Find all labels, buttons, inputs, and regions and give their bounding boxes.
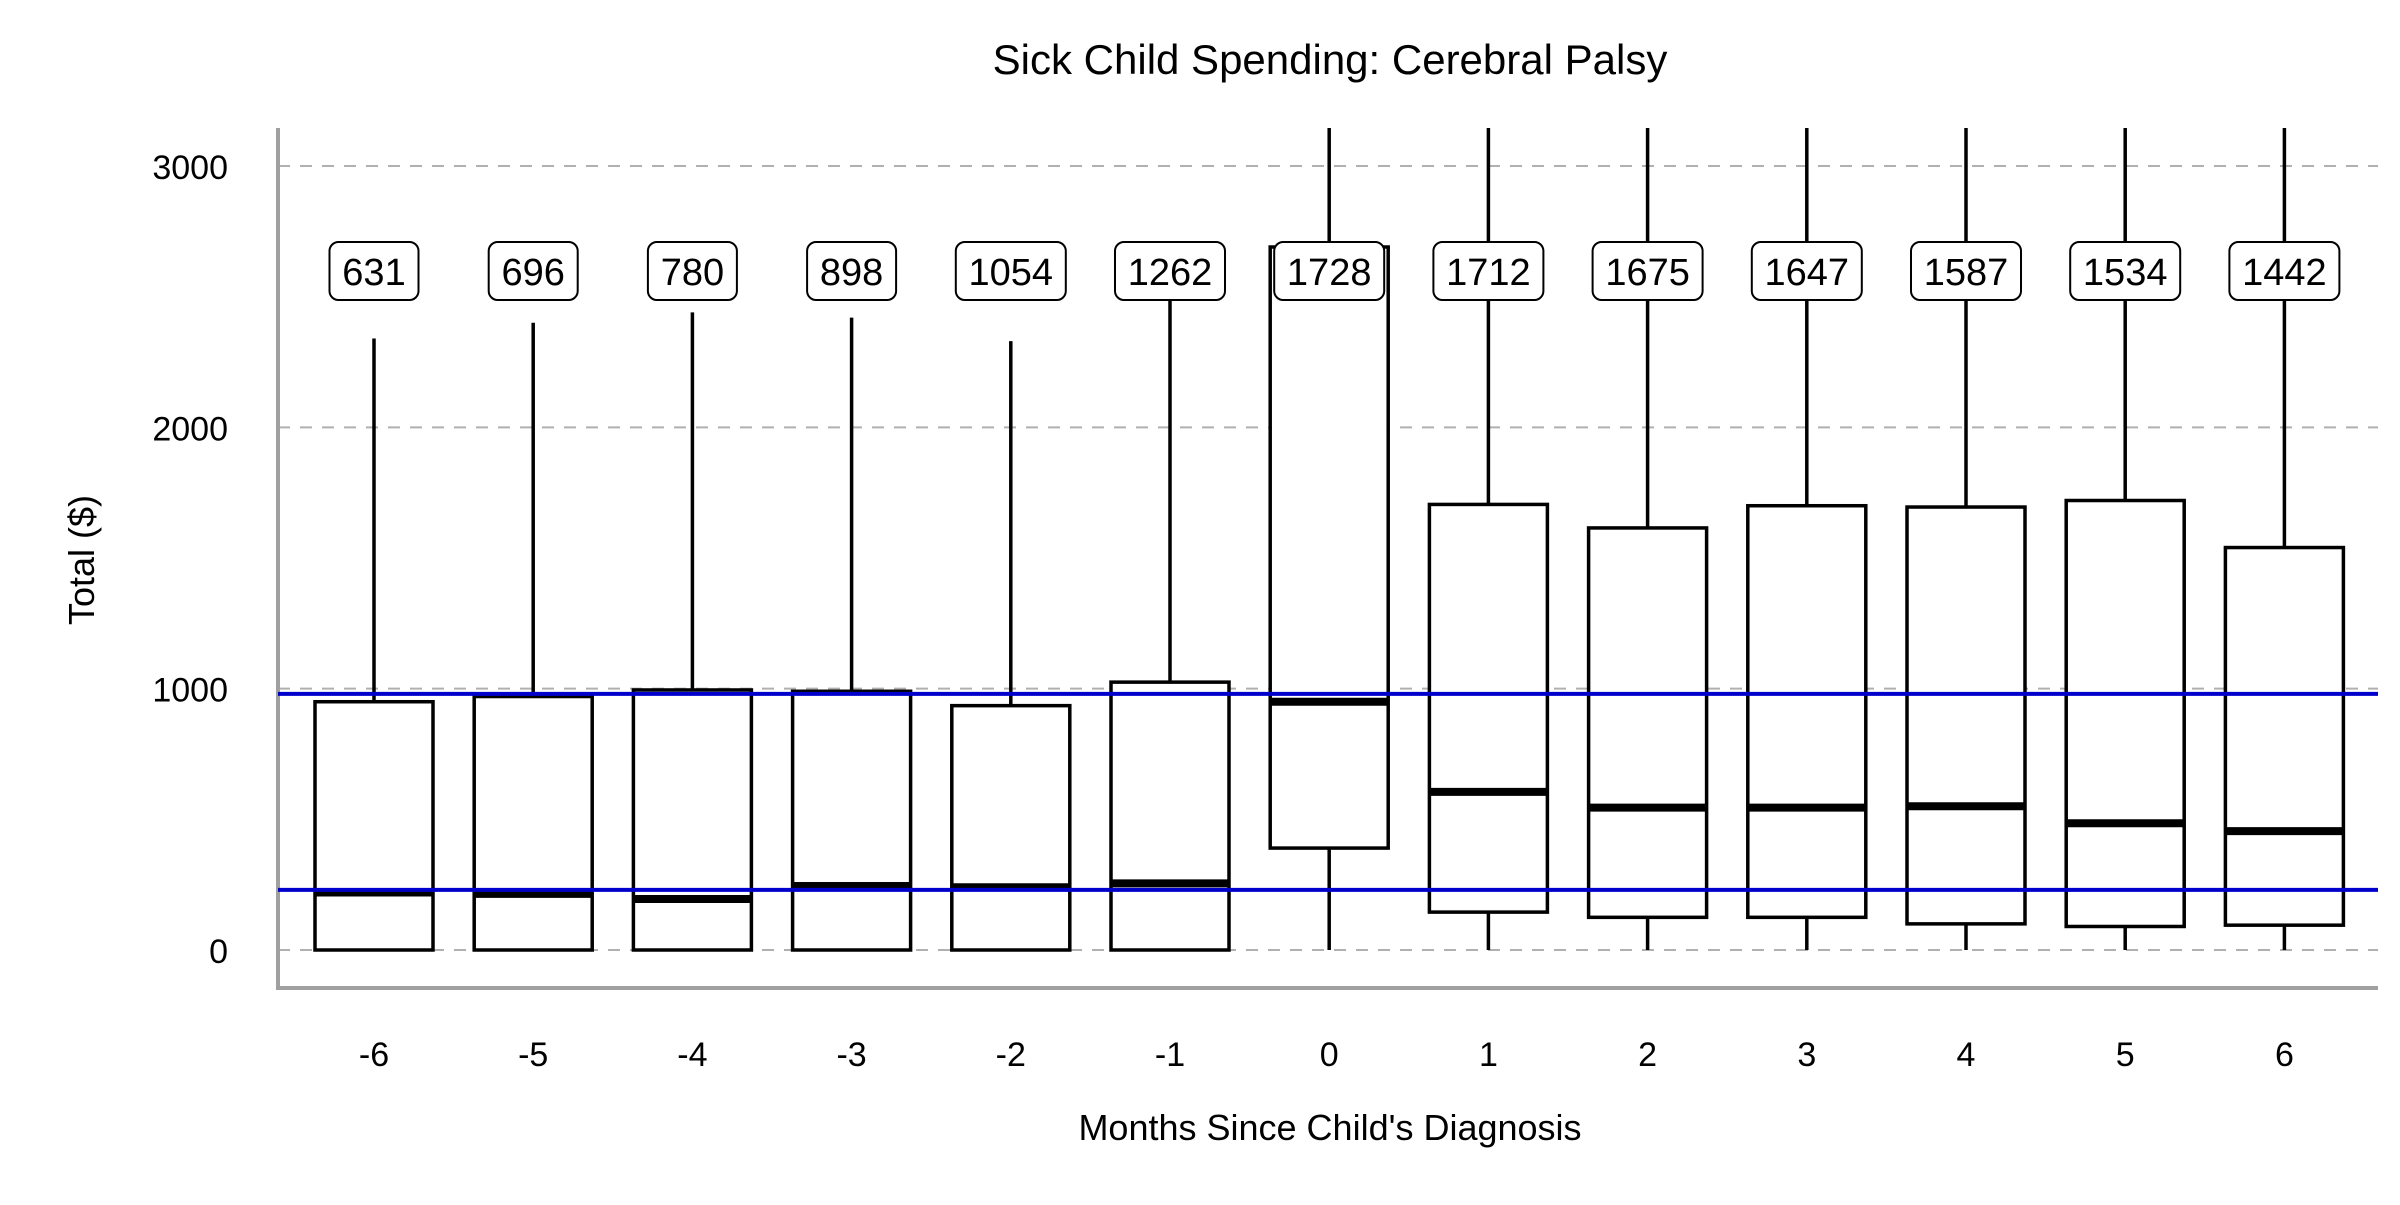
reference-lines [278, 691, 2378, 892]
count-label-box [806, 241, 898, 301]
count-label-text: 780 [661, 252, 724, 294]
box [2223, 545, 2346, 927]
y-tick-label: 3000 [152, 149, 228, 187]
grid-lines [278, 165, 2378, 951]
count-label-box [2228, 241, 2341, 301]
count-label-box [1432, 241, 1545, 301]
x-axis-label: Months Since Child's Diagnosis [1078, 1107, 1581, 1148]
count-label: 898 [806, 241, 898, 301]
count-labels-layer: 631 696 780 898 1054 1262 1728 1712 1675 1647 1587… [328, 241, 2341, 301]
count-label-text: 696 [501, 252, 564, 294]
count-label-box [1114, 241, 1226, 301]
count-label: 1262 [1114, 241, 1226, 301]
count-label-box [954, 241, 1067, 301]
y-tick-label: 2000 [152, 410, 228, 448]
box [790, 689, 913, 952]
count-label: 631 [328, 241, 420, 301]
box [1586, 526, 1709, 920]
x-tick-label: 2 [1638, 1036, 1657, 1074]
count-label-box [487, 241, 579, 301]
box [1746, 503, 1868, 920]
axes: 0 1000 2000 3000 -6 -5 -4 -3 -2 -1 0 1 2 3 4 5 6 [152, 128, 2378, 1074]
count-label: 1728 [1273, 241, 1386, 301]
count-label-box [2069, 241, 2182, 301]
count-label-text: 1442 [2242, 252, 2327, 294]
count-label: 696 [487, 241, 579, 301]
box-group [1586, 128, 1709, 950]
x-tick-label: 4 [1957, 1036, 1976, 1074]
count-label-text: 1534 [2083, 252, 2168, 294]
count-label-text: 1712 [1446, 252, 1531, 294]
x-tick-label: -6 [359, 1036, 389, 1074]
count-label-box [646, 241, 738, 301]
x-tick-label: -2 [996, 1036, 1026, 1074]
y-tick-label: 0 [209, 933, 228, 971]
x-tick-label: 6 [2275, 1036, 2294, 1074]
x-tick-label: 5 [2116, 1036, 2135, 1074]
count-label-text: 1728 [1287, 252, 1372, 294]
box [2064, 498, 2186, 929]
box [1905, 505, 2027, 926]
box-group [790, 317, 913, 952]
count-label-text: 1675 [1605, 252, 1690, 294]
box-group [1427, 128, 1550, 950]
box-group [313, 338, 435, 952]
count-label: 1587 [1910, 241, 2022, 301]
y-axis-label: Total ($) [61, 495, 102, 625]
x-tick-label: -1 [1155, 1036, 1185, 1074]
box [950, 703, 1072, 952]
box-group [1746, 128, 1868, 950]
count-label-text: 1647 [1765, 252, 1850, 294]
count-label-text: 1587 [1924, 252, 2009, 294]
box [1268, 245, 1390, 850]
count-label-box [1750, 241, 1863, 301]
box [313, 699, 435, 952]
box-group [1109, 296, 1231, 952]
count-label-box [1273, 241, 1386, 301]
count-label: 1712 [1432, 241, 1545, 301]
box-group [1905, 128, 2027, 950]
count-label: 1675 [1591, 241, 1704, 301]
count-label-text: 631 [342, 252, 405, 294]
chart-title: Sick Child Spending: Cerebral Palsy [993, 36, 1668, 83]
count-label-box [1591, 241, 1704, 301]
y-tick-label: 1000 [152, 672, 228, 710]
x-tick-label: 3 [1797, 1036, 1816, 1074]
x-tick-label: -5 [518, 1036, 548, 1074]
count-label: 1442 [2228, 241, 2341, 301]
count-label: 1647 [1750, 241, 1863, 301]
count-label-box [1910, 241, 2022, 301]
boxes-layer [313, 128, 2346, 952]
count-label-text: 898 [820, 252, 883, 294]
count-label: 1054 [954, 241, 1067, 301]
x-tick-label: 1 [1479, 1036, 1498, 1074]
box-group [472, 322, 594, 952]
box [472, 694, 594, 952]
box-group [2223, 128, 2346, 950]
x-tick-label: -3 [836, 1036, 866, 1074]
box-group [2064, 128, 2186, 950]
count-label: 1534 [2069, 241, 2182, 301]
box-group [631, 312, 754, 952]
box [631, 688, 754, 952]
box [1109, 680, 1231, 952]
x-tick-label: 0 [1320, 1036, 1339, 1074]
count-label-text: 1262 [1128, 252, 1213, 294]
count-label-box [328, 241, 420, 301]
box-group [950, 341, 1072, 952]
x-tick-label: -4 [677, 1036, 707, 1074]
count-label: 780 [646, 241, 738, 301]
count-label-text: 1054 [969, 252, 1054, 294]
box [1427, 502, 1550, 914]
